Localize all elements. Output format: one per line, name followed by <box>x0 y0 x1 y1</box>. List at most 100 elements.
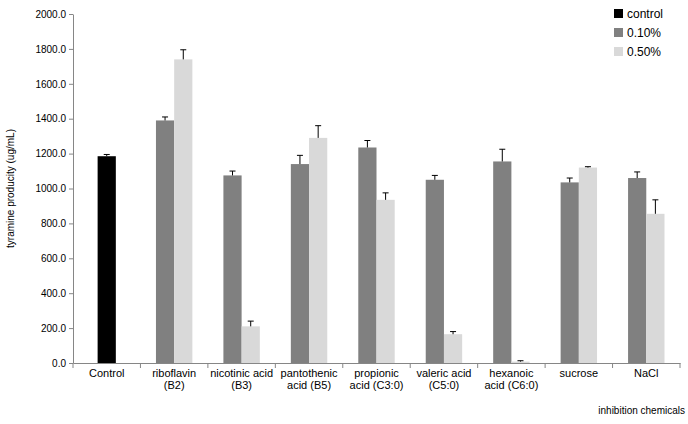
error-stem <box>655 200 656 214</box>
x-tick-label: pantothenicacid (B5) <box>281 367 338 392</box>
error-stem <box>502 149 503 161</box>
error-stem <box>367 141 368 148</box>
legend: control0.10%0.50% <box>614 7 663 59</box>
y-tick-mark <box>69 189 73 190</box>
y-tick-mark <box>69 223 73 224</box>
error-stem <box>637 172 638 178</box>
y-tick-label: 400.0 <box>41 288 66 299</box>
plot-area <box>98 50 665 363</box>
x-separator <box>140 363 141 368</box>
x-tick-label: riboflavin(B2) <box>152 367 196 392</box>
legend-swatch <box>614 9 623 18</box>
error-stem <box>318 126 319 138</box>
y-tick-label: 800.0 <box>41 218 66 229</box>
y-tick: 1600.0 <box>35 79 73 90</box>
y-tick: 200.0 <box>41 323 73 334</box>
error-stem <box>434 175 435 179</box>
x-tick-label: Control <box>89 367 124 379</box>
y-tick-label: 600.0 <box>41 253 66 264</box>
y-tick: 800.0 <box>41 218 73 229</box>
error-bar <box>383 193 389 200</box>
x-axis: Control riboflavin(B2) nicotinic acid(B3) p… <box>74 363 681 391</box>
error-cap <box>634 171 640 172</box>
bar <box>561 182 579 363</box>
y-tick-label: 1200.0 <box>35 148 66 159</box>
error-bar <box>364 141 370 148</box>
bar <box>358 147 376 363</box>
error-cap <box>383 192 389 193</box>
bar <box>98 156 116 363</box>
x-separator <box>207 363 208 368</box>
error-bar <box>248 321 254 326</box>
error-bar <box>652 200 658 214</box>
y-tick: 1200.0 <box>35 148 73 159</box>
x-tick-label: sucrose <box>560 367 599 379</box>
y-tick-label: 200.0 <box>41 323 66 334</box>
y-tick-mark <box>69 84 73 85</box>
y-tick: 1400.0 <box>35 113 73 124</box>
error-stem <box>299 155 300 164</box>
error-bar <box>634 172 640 178</box>
error-cap <box>517 360 523 361</box>
x-tick-label: NaCl <box>634 367 658 379</box>
bar <box>646 214 664 363</box>
legend-item: 0.50% <box>614 45 661 59</box>
error-cap <box>180 49 186 50</box>
x-tick: sucrose <box>560 363 599 379</box>
y-tick: 2000.0 <box>35 9 73 20</box>
error-cap <box>499 149 505 150</box>
error-cap <box>450 331 456 332</box>
error-cap <box>248 321 254 322</box>
x-tick: hexanoicacid (C6:0) <box>484 363 538 391</box>
bar <box>156 120 174 363</box>
bar <box>291 164 309 363</box>
error-bar <box>567 178 573 182</box>
error-cap <box>567 178 573 179</box>
error-stem <box>232 171 233 175</box>
y-tick-mark <box>69 154 73 155</box>
x-axis-line <box>74 363 681 364</box>
x-tick-label: propionicacid (C3:0) <box>350 367 404 392</box>
error-cap <box>297 155 303 156</box>
error-bar <box>230 171 236 175</box>
bar <box>444 334 462 363</box>
x-tick: nicotinic acid(B3) <box>210 363 273 391</box>
x-tick: propionicacid (C3:0) <box>350 363 404 391</box>
y-tick-mark <box>69 14 73 15</box>
x-separator <box>275 363 276 368</box>
bar <box>579 168 597 363</box>
y-axis-line <box>73 15 74 364</box>
y-tick-mark <box>69 328 73 329</box>
error-bar <box>450 332 456 335</box>
y-tick-label: 1400.0 <box>35 113 66 124</box>
error-cap <box>104 154 110 155</box>
y-tick: 1800.0 <box>35 44 73 55</box>
error-bar <box>315 126 321 138</box>
y-axis-title: tyramine producity (ug/mL) <box>5 129 16 248</box>
error-bar <box>432 175 438 179</box>
y-axis: 0.0200.0400.0600.0800.01000.01200.01400.… <box>35 9 73 369</box>
x-tick-label: nicotinic acid(B3) <box>210 367 273 392</box>
bar <box>426 180 444 363</box>
x-separator <box>477 363 478 368</box>
legend-label: control <box>627 7 663 21</box>
x-separators <box>73 363 680 368</box>
legend-swatch <box>614 47 623 56</box>
error-cap <box>162 116 168 117</box>
error-bar <box>585 166 591 168</box>
y-tick: 400.0 <box>41 288 73 299</box>
y-tick-mark <box>69 119 73 120</box>
error-bar <box>297 155 303 164</box>
error-cap <box>585 166 591 167</box>
x-tick: pantothenicacid (B5) <box>281 363 338 391</box>
y-tick-mark <box>69 363 73 364</box>
error-stem <box>165 117 166 120</box>
y-tick-label: 0.0 <box>52 358 66 369</box>
y-tick-label: 1800.0 <box>35 44 66 55</box>
x-axis-title: inhibition chemicals <box>598 405 685 416</box>
error-cap <box>315 125 321 126</box>
bar <box>309 138 327 363</box>
x-tick-label: hexanoicacid (C6:0) <box>484 367 538 392</box>
error-stem <box>385 193 386 200</box>
bar <box>628 178 646 363</box>
